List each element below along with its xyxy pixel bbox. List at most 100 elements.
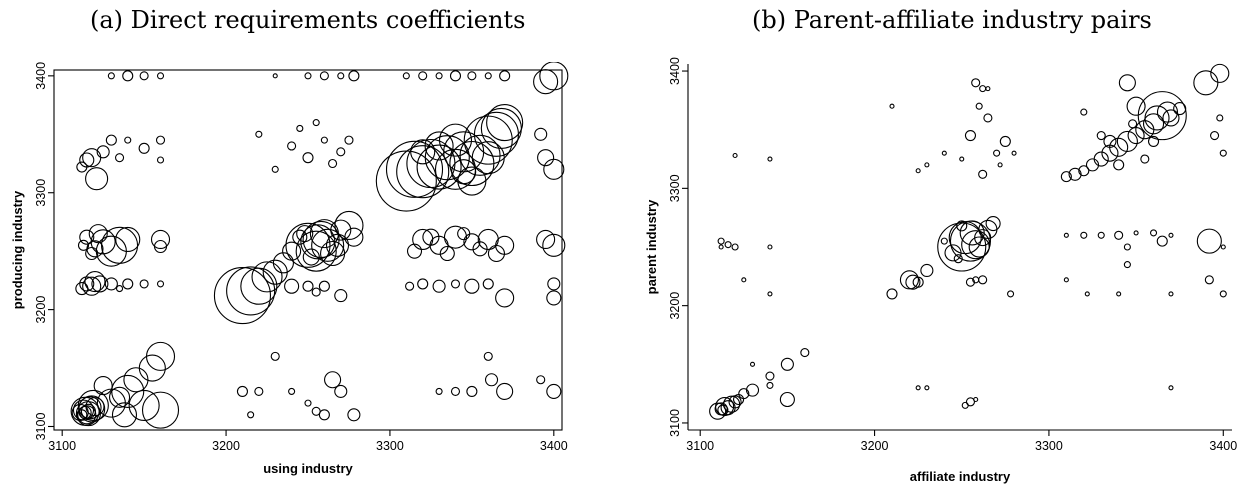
data-point [1156, 235, 1168, 247]
data-point [82, 276, 102, 296]
chart-b-title: (b) Parent-affiliate industry pairs [752, 6, 1152, 34]
data-point [417, 278, 429, 290]
y-tick-label: 3300 [668, 174, 682, 202]
data-point [1220, 244, 1226, 250]
y-tick-label: 3200 [668, 292, 682, 320]
chart-a: 3100 3200 3300 3400 3100 3200 3300 3400 using in… [10, 62, 569, 476]
data-point [325, 233, 350, 257]
data-point [1216, 114, 1224, 122]
data-point [85, 397, 105, 417]
data-point [115, 285, 124, 293]
data-point [296, 225, 314, 243]
data-point [717, 237, 725, 245]
data-point [767, 291, 773, 297]
data-point [1068, 167, 1082, 181]
data-point [717, 404, 729, 416]
data-point [111, 402, 138, 428]
data-point [77, 239, 90, 251]
data-point [76, 161, 88, 173]
data-point [1210, 63, 1230, 83]
x-tick-label: 3400 [540, 439, 568, 453]
x-tick-label: 3400 [1209, 439, 1237, 453]
data-point [940, 237, 948, 245]
data-point [288, 387, 296, 395]
data-point [1173, 102, 1187, 116]
data-point [114, 153, 125, 163]
data-point [324, 371, 342, 389]
data-point [999, 135, 1011, 147]
data-point [93, 376, 113, 396]
data-point [779, 391, 795, 408]
data-point [993, 149, 1001, 157]
data-point [738, 388, 750, 400]
data-point [1162, 109, 1180, 127]
data-point [741, 277, 747, 283]
data-point [1123, 261, 1131, 269]
data-point [451, 159, 477, 185]
data-point [1063, 277, 1069, 283]
data-point [328, 158, 338, 169]
data-point [978, 169, 988, 179]
data-point [533, 69, 559, 95]
data-point [985, 215, 1001, 232]
data-point [731, 243, 739, 251]
x-tick-label: 3200 [861, 439, 889, 453]
data-point [150, 229, 171, 250]
data-point [138, 142, 150, 154]
chart-b-points [709, 63, 1230, 420]
data-point [715, 396, 735, 417]
data-point [418, 71, 428, 81]
data-point [318, 280, 330, 292]
data-point [85, 246, 99, 261]
data-point [424, 131, 454, 161]
x-tick-label: 3200 [212, 439, 240, 453]
y-tick-label: 3300 [34, 179, 48, 207]
chart-b-y-axis-label: parent industry [644, 199, 659, 294]
data-point [542, 233, 566, 257]
x-tick-label: 3300 [1035, 439, 1063, 453]
data-point [285, 222, 331, 268]
data-point [405, 281, 415, 291]
data-point [1133, 230, 1139, 236]
data-point [79, 276, 95, 292]
data-point [941, 150, 947, 156]
data-point [546, 290, 562, 306]
data-point [467, 71, 477, 81]
data-point [745, 383, 760, 397]
data-point [1011, 150, 1017, 156]
data-point [959, 156, 965, 162]
y-tick-label: 3200 [34, 296, 48, 324]
data-point [983, 113, 993, 123]
data-point [1123, 243, 1131, 251]
data-point [432, 279, 446, 293]
data-point [1204, 275, 1214, 285]
data-point [139, 71, 149, 81]
data-point [304, 399, 312, 407]
data-point [709, 402, 727, 420]
data-point [410, 139, 436, 165]
data-point [406, 243, 423, 259]
data-point [961, 230, 991, 260]
chart-b-x-axis-label: affiliate industry [910, 469, 1011, 484]
data-point [77, 405, 97, 425]
data-point [1137, 91, 1187, 141]
data-point [766, 381, 774, 389]
data-point [284, 278, 300, 294]
data-point [1063, 232, 1069, 238]
data-point [472, 241, 488, 257]
data-point [464, 278, 480, 294]
data-point [272, 252, 294, 274]
data-point [912, 276, 924, 288]
data-point [959, 220, 985, 246]
data-point [100, 226, 139, 264]
data-point [985, 86, 991, 92]
data-point [422, 228, 440, 246]
data-point [457, 166, 487, 196]
data-point [254, 386, 264, 396]
data-point [1196, 228, 1222, 254]
data-point [344, 135, 354, 145]
data-point [334, 210, 364, 241]
data-point [466, 385, 478, 397]
data-point [255, 130, 263, 138]
